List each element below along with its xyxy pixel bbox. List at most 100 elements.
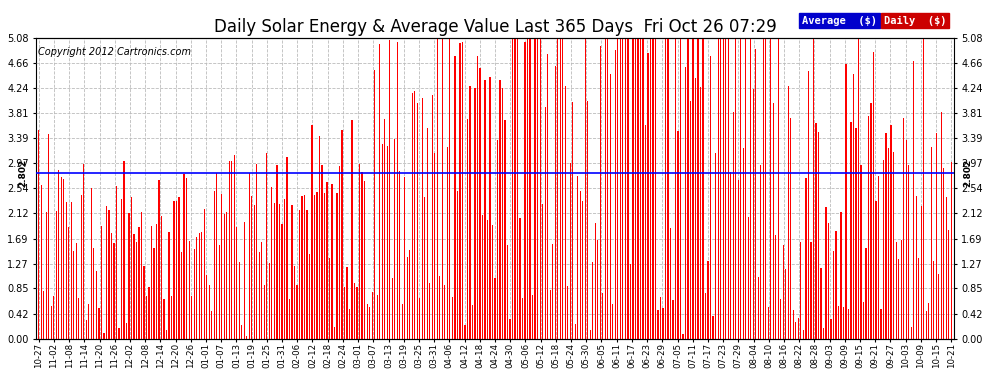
Bar	[826, 207, 827, 339]
Bar	[838, 306, 840, 339]
Bar	[119, 328, 120, 339]
Bar	[65, 202, 67, 339]
Bar	[893, 153, 894, 339]
Bar	[253, 205, 255, 339]
Bar	[224, 214, 225, 339]
Bar	[103, 333, 105, 339]
Bar	[214, 191, 215, 339]
Bar	[595, 222, 596, 339]
Bar	[901, 240, 902, 339]
Bar	[945, 197, 946, 339]
Bar	[193, 249, 195, 339]
Bar	[788, 86, 789, 339]
Bar	[129, 213, 130, 339]
Bar	[379, 44, 380, 339]
Bar	[366, 304, 367, 339]
Bar	[131, 197, 132, 339]
Bar	[649, 38, 651, 339]
Bar	[221, 194, 223, 339]
Bar	[191, 296, 192, 339]
Bar	[86, 320, 87, 339]
Bar	[685, 67, 686, 339]
Bar	[554, 66, 555, 339]
Bar	[75, 243, 77, 339]
Bar	[540, 39, 541, 339]
Bar	[940, 112, 941, 339]
Bar	[697, 39, 699, 339]
Bar	[885, 133, 887, 339]
Bar	[60, 177, 62, 339]
Bar	[738, 180, 739, 339]
Bar	[948, 230, 949, 339]
Bar	[113, 243, 115, 339]
Bar	[351, 120, 352, 339]
Bar	[55, 211, 56, 339]
Bar	[890, 125, 892, 339]
Bar	[852, 74, 854, 339]
Bar	[155, 224, 157, 339]
Bar	[741, 38, 742, 339]
Bar	[344, 286, 346, 339]
Bar	[93, 248, 94, 339]
Bar	[381, 144, 383, 339]
Bar	[692, 38, 694, 339]
Bar	[41, 184, 42, 339]
Bar	[386, 146, 388, 339]
Bar	[612, 304, 614, 339]
Bar	[943, 168, 944, 339]
Bar	[635, 38, 636, 339]
Bar	[800, 242, 802, 339]
Bar	[417, 103, 418, 339]
Bar	[918, 258, 920, 339]
Bar	[101, 226, 102, 339]
Bar	[898, 259, 899, 339]
Bar	[204, 209, 205, 339]
Bar	[921, 206, 922, 339]
Bar	[757, 277, 759, 339]
Bar	[755, 50, 756, 339]
Bar	[356, 287, 357, 339]
Bar	[284, 199, 285, 339]
Bar	[564, 86, 566, 339]
Bar	[461, 42, 463, 339]
Bar	[139, 227, 140, 339]
Bar	[831, 319, 832, 339]
Bar	[319, 136, 320, 339]
Bar	[499, 80, 501, 339]
Bar	[456, 191, 458, 339]
Bar	[690, 101, 691, 339]
Bar	[638, 38, 639, 339]
Bar	[173, 201, 174, 339]
Bar	[828, 223, 829, 339]
Bar	[752, 89, 753, 339]
Bar	[440, 276, 441, 339]
Bar	[63, 179, 64, 339]
Bar	[291, 205, 293, 339]
Bar	[442, 38, 443, 339]
Bar	[369, 307, 370, 339]
Bar	[934, 261, 935, 339]
Bar	[274, 203, 275, 339]
Bar	[348, 309, 350, 339]
Bar	[747, 216, 748, 339]
Bar	[700, 87, 701, 339]
Bar	[229, 161, 230, 339]
Bar	[432, 94, 433, 339]
Bar	[168, 232, 169, 339]
Bar	[525, 42, 526, 339]
Bar	[188, 241, 190, 339]
Bar	[677, 131, 678, 339]
Bar	[474, 88, 475, 339]
Bar	[652, 38, 653, 339]
Bar	[936, 134, 937, 339]
Bar	[633, 38, 634, 339]
Bar	[161, 216, 162, 339]
Bar	[723, 38, 724, 339]
Bar	[715, 153, 716, 339]
Bar	[504, 120, 506, 339]
Bar	[296, 285, 298, 339]
Bar	[53, 296, 54, 339]
Bar	[833, 251, 835, 339]
Text: Copyright 2012 Cartronics.com: Copyright 2012 Cartronics.com	[38, 47, 191, 57]
Bar	[96, 271, 97, 339]
